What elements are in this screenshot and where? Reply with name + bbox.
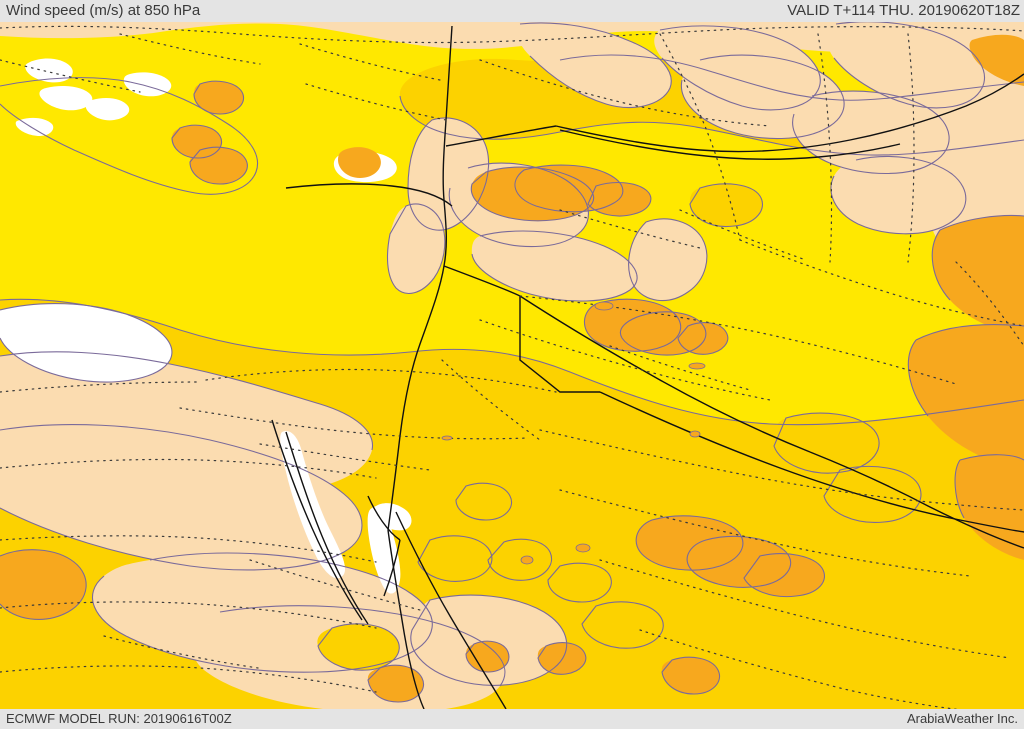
valid-time-label: VALID T+114 THU. 20190620T18Z (787, 2, 1020, 19)
contour-lines (0, 22, 1024, 703)
model-run-label: ECMWF MODEL RUN: 20190616T00Z (6, 711, 232, 726)
footer-bar: ECMWF MODEL RUN: 20190616T00Z ArabiaWeat… (0, 709, 1024, 729)
band-calm-group (0, 58, 412, 594)
attribution-label: ArabiaWeather Inc. (906, 711, 1018, 726)
page-title: Wind speed (m/s) at 850 hPa (6, 2, 201, 19)
band-very-strong-group (0, 34, 1024, 702)
band-strong-overlay (317, 183, 921, 671)
header-bar: Wind speed (m/s) at 850 hPa VALID T+114 … (0, 0, 1024, 22)
micro-contours (441, 301, 706, 565)
admin-boundaries (0, 25, 1024, 709)
